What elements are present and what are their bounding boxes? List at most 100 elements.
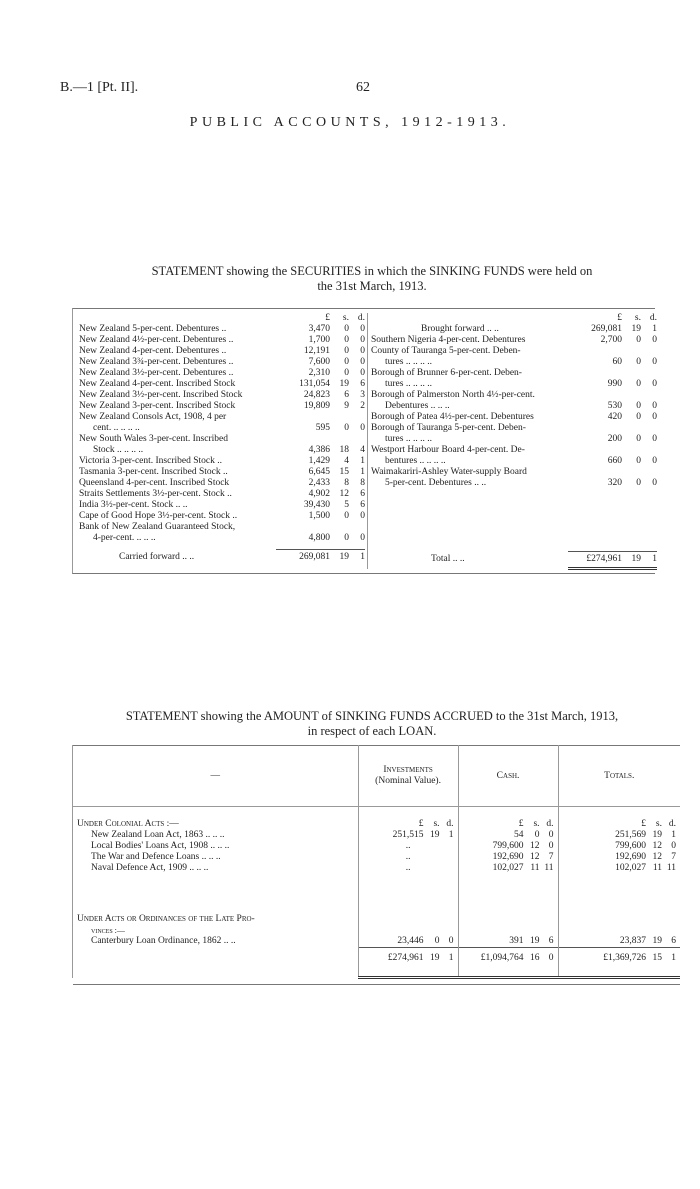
inv-cell: .. xyxy=(357,863,459,874)
pounds: 1,429 xyxy=(308,456,330,466)
table-row: New Zealand 4-per-cent. Inscribed Stock 1… xyxy=(79,379,365,390)
pence: 1 xyxy=(360,456,365,466)
pence: 1 xyxy=(671,953,676,963)
cash-cell: 102,027 11 11 xyxy=(457,863,559,874)
row-label: Southern Nigeria 4-per-cent. Debentures xyxy=(371,335,526,345)
pence: 0 xyxy=(671,841,676,851)
row-label: Straits Settlements 3½-per-cent. Stock .… xyxy=(79,489,232,499)
tot-amount: 102,027 11 11 xyxy=(563,863,676,874)
table-row: 4-per-cent. .. .. .. 4,800 0 0 xyxy=(79,533,365,544)
header-cash: Cash. xyxy=(457,745,559,807)
pounds: 4,902 xyxy=(308,489,330,499)
statement2-heading-line1: STATEMENT showing the AMOUNT of SINKING … xyxy=(125,709,619,723)
pence: 0 xyxy=(360,533,365,543)
pounds: 1,500 xyxy=(308,511,330,521)
investments-label: Investments xyxy=(383,765,433,775)
pence: 1 xyxy=(671,830,676,840)
pence: 0 xyxy=(652,456,657,466)
shillings: 11 xyxy=(530,863,540,873)
unit-cell xyxy=(457,874,559,936)
pence: 0 xyxy=(360,357,365,367)
cash-cell: 799,600 12 0 xyxy=(457,841,559,852)
pence: 0 xyxy=(652,379,657,389)
pence: 0 xyxy=(360,335,365,345)
pence: 0 xyxy=(652,412,657,422)
statement1-heading-line2: the 31st March, 1913. xyxy=(317,279,427,293)
pence: 0 xyxy=(652,357,657,367)
cash-cell: 391 19 6 xyxy=(457,936,559,948)
statement2-heading: STATEMENT showing the AMOUNT of SINKING … xyxy=(62,709,682,739)
unit-cell: £ s. d. xyxy=(357,806,459,830)
pounds: £1,094,764 xyxy=(480,953,524,963)
pence: 0 xyxy=(548,953,554,963)
shillings: 5 xyxy=(344,500,349,510)
pence: 6 xyxy=(671,936,676,946)
carried-forward-row: Carried forward .. .. 269,081 19 1 xyxy=(79,552,365,563)
unit-s: s. xyxy=(433,819,440,829)
row-label: Victoria 3-per-cent. Inscribed Stock .. xyxy=(79,456,223,466)
row-label: Cape of Good Hope 3½-per-cent. Stock .. xyxy=(79,511,238,521)
pounds: £1,369,726 xyxy=(603,953,646,963)
pounds: 269,081 xyxy=(591,324,622,334)
table-row: Southern Nigeria 4-per-cent. Debentures 2… xyxy=(371,335,657,346)
tot-cell: 799,600 12 0 xyxy=(557,841,680,852)
unit-s: s. xyxy=(533,819,540,829)
table-row: New Zealand Consols Act, 1908, 4 per xyxy=(79,412,365,423)
row-label: Bank of New Zealand Guaranteed Stock, xyxy=(79,522,236,532)
section-title-row: Under Colonial Acts :— £ s. d. £ s. d. £ s. d. xyxy=(72,806,680,830)
table-row: Cape of Good Hope 3½-per-cent. Stock .. 1… xyxy=(79,511,365,522)
pounds: 420 xyxy=(607,412,622,422)
shillings: 18 xyxy=(339,445,350,455)
pence: 1 xyxy=(360,552,365,562)
pence: 1 xyxy=(652,554,657,564)
shillings: 19 xyxy=(652,936,663,946)
unit-header-row: £ s. d. xyxy=(371,313,657,324)
pounds: 660 xyxy=(607,456,622,466)
pence: 0 xyxy=(548,830,554,840)
table-row: Straits Settlements 3½-per-cent. Stock .… xyxy=(79,489,365,500)
pence: 6 xyxy=(360,489,365,499)
row-label: Naval Defence Act, 1909 .. .. .. xyxy=(72,863,359,874)
inv-total: £274,961 19 1 xyxy=(363,953,454,964)
shillings: 0 xyxy=(636,379,641,389)
shillings: 0 xyxy=(636,412,641,422)
table-row: New Zealand 4½-per-cent. Debentures .. 1,… xyxy=(79,335,365,346)
pounds: 269,081 xyxy=(299,552,330,562)
shillings: 0 xyxy=(636,456,641,466)
table-row: New Zealand Loan Act, 1863 .. .. .. 251,5… xyxy=(72,830,680,841)
shillings: 6 xyxy=(344,390,349,400)
pounds: 19,809 xyxy=(303,401,330,411)
pounds: 131,054 xyxy=(299,379,330,389)
row-label: tures .. .. .. .. xyxy=(385,357,432,367)
pounds-header: £ xyxy=(325,313,330,323)
table-row: India 3½-per-cent. Stock .. .. 39,430 5 6 xyxy=(79,500,365,511)
row-label: New Zealand 4½-per-cent. Debentures .. xyxy=(79,335,234,345)
table-row: New Zealand 3¾-per-cent. Debentures .. 7,… xyxy=(79,357,365,368)
tot-amount: 799,600 12 0 xyxy=(563,841,676,852)
row-label: 5-per-cent. Debentures .. .. xyxy=(385,478,487,488)
pounds: 60 xyxy=(612,357,623,367)
row-label: tures .. .. .. .. xyxy=(385,379,432,389)
pence: 0 xyxy=(360,346,365,356)
table-row: Naval Defence Act, 1909 .. .. .... 102,02… xyxy=(72,863,680,874)
table-row: Canterbury Loan Ordinance, 1862 .. .. 23,… xyxy=(72,936,680,948)
shillings: 11 xyxy=(652,863,662,873)
inv-amount: 23,446 0 0 xyxy=(363,936,453,947)
table-row: bentures .. .. .. .. 660 0 0 xyxy=(371,456,657,467)
shillings: 19 xyxy=(652,830,663,840)
pounds: 4,386 xyxy=(308,445,330,455)
header-investments: Investments (Nominal Value). xyxy=(357,745,459,807)
inv-empty: .. xyxy=(405,841,411,851)
pounds-header: £ xyxy=(617,313,622,323)
unit-cell: £ s. d. xyxy=(557,806,680,830)
pence: 11 xyxy=(544,863,554,873)
row-label: Stock .. .. .. .. xyxy=(93,445,144,455)
shillings: 15 xyxy=(652,953,663,963)
section-title: Under Colonial Acts :— xyxy=(72,806,359,830)
row-label: New South Wales 3-per-cent. Inscribed xyxy=(79,434,228,444)
pence: 11 xyxy=(666,863,676,873)
row-label: Total .. .. xyxy=(431,554,465,564)
page-title: PUBLIC ACCOUNTS, 1912-1913. xyxy=(189,115,511,130)
section-title-line2: vinces :— xyxy=(91,926,125,935)
